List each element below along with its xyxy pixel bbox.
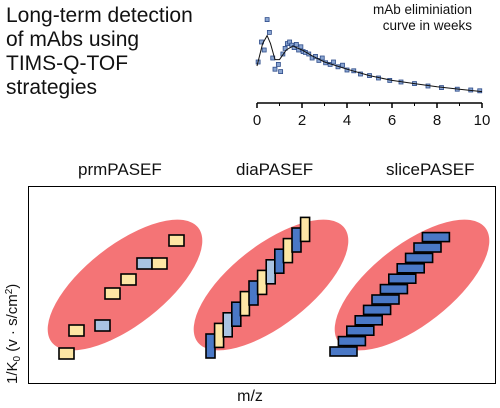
dia-window (213, 322, 225, 349)
prm-window (104, 287, 121, 300)
slice-window (329, 346, 358, 357)
y-label-prefix: 1/K (4, 361, 21, 384)
elimination-fit-curve (256, 34, 483, 93)
dia-window (205, 333, 216, 359)
inset-x-tick-label: 10 (474, 112, 491, 129)
inset-data-point (266, 29, 272, 35)
inset-data-point (278, 69, 284, 74)
slicepasef-windows (329, 231, 451, 357)
inset-plot-caption: mAb eliminiation curve in weeks (373, 2, 472, 34)
inset-data-point (319, 55, 325, 61)
dia-window (248, 280, 259, 306)
ion-mobility-diagram (47, 216, 490, 360)
y-axis-label: 1/K0 (v · s/cm2) (4, 284, 23, 384)
inset-data-point (264, 17, 270, 22)
dia-window (256, 269, 268, 296)
figure-title: Long-term detection of mAbs using TIMS-Q… (6, 4, 193, 100)
prm-window (94, 319, 111, 332)
title-line-2: of mAbs using (6, 28, 140, 51)
y-label-unit: (v · s/cm (4, 294, 21, 356)
y-label-subscript: 0 (12, 355, 23, 361)
inset-x-tick-label: 4 (343, 112, 351, 129)
slice-window (404, 252, 434, 264)
prm-window (168, 234, 185, 247)
method-label-slicepasef: slicePASEF (386, 160, 475, 179)
dia-window (265, 259, 276, 285)
diapasef-windows (205, 216, 311, 359)
prmpasef-windows (58, 234, 185, 360)
y-label-close: ) (4, 284, 21, 289)
method-label-diapasef: diaPASEF (236, 160, 314, 179)
title-line-3: TIMS-Q-TOF (6, 52, 129, 75)
inset-caption-line-1: mAb eliminiation (372, 2, 472, 17)
dia-window (222, 312, 233, 338)
slice-window (354, 315, 384, 326)
inset-x-tick-label: 0 (253, 112, 261, 129)
slice-window (362, 304, 392, 316)
inset-x-tick-label: 8 (433, 112, 441, 129)
inset-data-point (340, 62, 345, 68)
prm-window (151, 257, 168, 270)
slice-window (396, 263, 426, 274)
inset-x-ticks: 0 2 4 6 8 10 (253, 103, 491, 129)
elimination-curve-plot: 0 2 4 6 8 10 (253, 17, 491, 129)
inset-data-points (255, 17, 483, 94)
method-label-prmpasef: prmPASEF (78, 160, 162, 179)
prm-window (136, 257, 153, 270)
inset-data-point (293, 42, 299, 47)
inset-data-point (282, 46, 288, 51)
ion-mobility-panel (28, 186, 496, 384)
dia-window (274, 248, 285, 275)
inset-x-tick-label: 2 (298, 112, 306, 129)
slice-window (345, 325, 375, 336)
slice-window (337, 335, 367, 347)
inset-data-point (298, 44, 304, 50)
inset-data-point (275, 62, 281, 67)
slice-window (379, 283, 409, 295)
svg-text:1/K0 (v · s/cm2): 1/K0 (v · s/cm2) (4, 284, 23, 384)
dia-window (231, 301, 242, 327)
dia-window (282, 237, 294, 264)
slice-window (387, 273, 417, 284)
prm-window (120, 273, 137, 286)
inset-data-point (272, 66, 278, 72)
dia-window (239, 290, 251, 317)
x-axis-label: m/z (237, 388, 263, 405)
inset-caption-line-2: curve in weeks (382, 18, 472, 33)
title-line-1: Long-term detection (6, 4, 193, 27)
title-line-4: strategies (6, 76, 98, 99)
dia-window (299, 216, 311, 243)
prm-window (68, 324, 85, 337)
slice-window (371, 294, 400, 305)
prm-window (58, 347, 75, 360)
inset-x-tick-label: 6 (388, 112, 396, 129)
slice-window (413, 242, 442, 253)
y-label-superscript: 2 (4, 288, 15, 294)
dia-window (291, 227, 302, 253)
slice-window (421, 231, 451, 243)
inset-data-point (331, 59, 336, 65)
inset-data-point (261, 47, 267, 53)
